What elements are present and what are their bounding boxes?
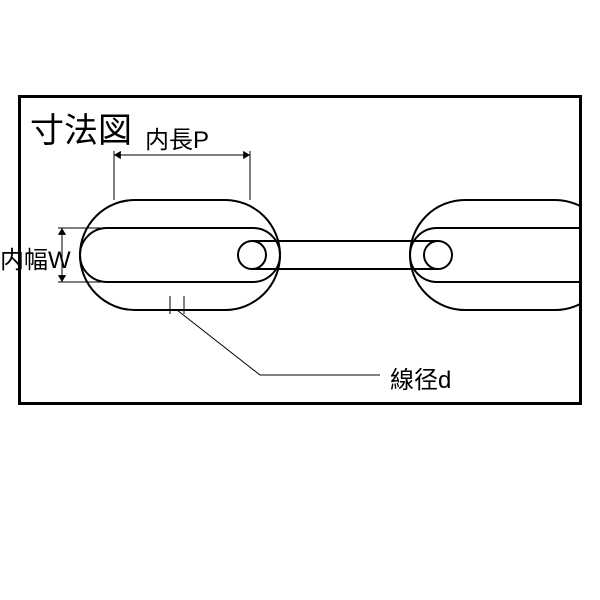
dimension-diagram: 寸法図 内長P 内幅W 線径d [0, 0, 600, 600]
label-wire-diameter-d: 線径d [390, 360, 451, 395]
label-inner-width-w: 内幅W [0, 240, 71, 275]
label-inner-length-p: 内長P [145, 120, 209, 155]
diagram-svg [0, 0, 600, 600]
